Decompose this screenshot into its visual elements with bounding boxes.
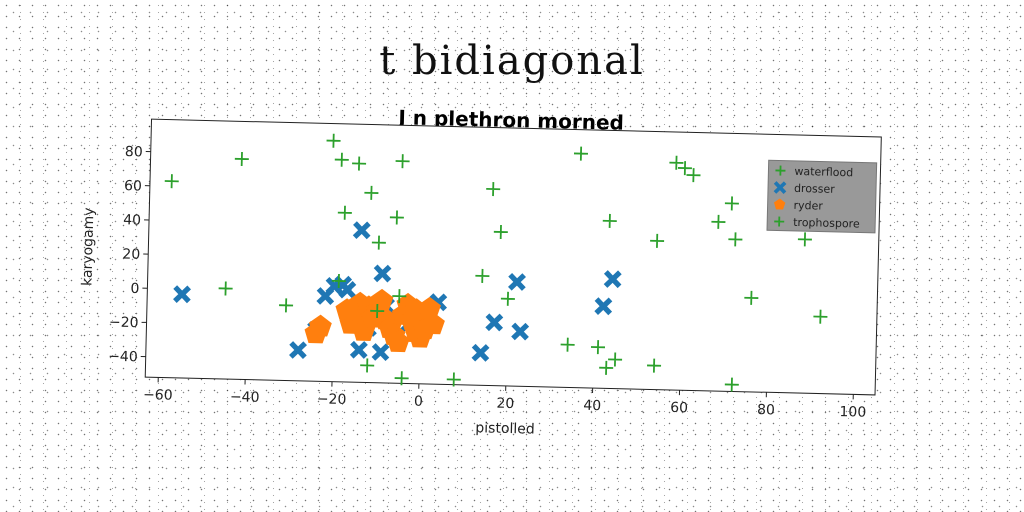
- trophospore-point: [337, 205, 352, 220]
- trophospore-point: [371, 235, 386, 250]
- drosser-point: [485, 313, 504, 332]
- y-tick-label: 60: [124, 178, 142, 194]
- trophospore-point: [573, 146, 589, 161]
- y-axis-label: karyogamy: [79, 207, 97, 286]
- x-tick-label: −40: [230, 389, 260, 406]
- drosser-point: [373, 264, 392, 283]
- drosser-point: [603, 270, 622, 289]
- trophospore-point: [389, 210, 404, 225]
- y-tick-label: 20: [122, 246, 140, 262]
- y-tick-label: −20: [109, 315, 139, 332]
- legend: waterflood drosser ryder trophospore: [766, 159, 878, 234]
- ryder-point: [422, 312, 445, 335]
- waterflood-point: [279, 298, 294, 313]
- trophospore-point: [370, 303, 385, 319]
- trophospore-point: [334, 152, 349, 167]
- drosser-point: [352, 221, 371, 240]
- trophospore-point: [608, 352, 623, 367]
- x-tick-label: 80: [757, 402, 775, 418]
- trophospore-point: [669, 155, 684, 170]
- trophospore-point: [744, 290, 759, 305]
- legend-label: waterflood: [794, 165, 853, 179]
- x-tick-label: 0: [414, 394, 423, 410]
- trophospore-point: [647, 358, 662, 373]
- trophospore-point: [724, 377, 739, 392]
- ryder-point: [335, 298, 359, 321]
- drosser-point: [349, 340, 368, 359]
- trophospore-point: [599, 360, 614, 375]
- trophospore-point: [650, 233, 665, 248]
- drosser-point: [471, 343, 490, 362]
- drosser-point: [371, 343, 390, 362]
- x-tick-label: −20: [317, 391, 347, 408]
- trophospore-point: [352, 156, 367, 171]
- trophospore-point: [677, 161, 692, 176]
- trophospore-point: [475, 268, 490, 283]
- ryder-point: [386, 330, 410, 353]
- drosser-point: [173, 285, 192, 304]
- legend-label: ryder: [793, 199, 823, 213]
- drosser-point: [508, 272, 526, 291]
- trophospore-point: [446, 372, 461, 387]
- x-tick-label: 20: [496, 396, 514, 412]
- trophospore-point: [500, 291, 515, 306]
- trophospore-point: [813, 309, 828, 324]
- axes: −60 −40 −20 0 20 40 60 80 100 −40 −20 0 20 40 60 80 pis…: [79, 118, 882, 438]
- ryder-point: [370, 288, 394, 311]
- ticks: −60 −40 −20 0 20 40 60 80 100 −40 −20 0 20 40 60 80: [108, 144, 866, 421]
- trophospore-point: [331, 273, 346, 289]
- x-axis-label: pistolled: [475, 420, 535, 437]
- y-tick-label: −40: [108, 349, 138, 366]
- legend-marker: [773, 198, 786, 210]
- trophospore-point: [724, 196, 739, 211]
- y-tick-label: 0: [130, 281, 139, 297]
- data-points: [164, 133, 828, 392]
- legend-box: [766, 159, 878, 234]
- trophospore-point: [590, 340, 606, 355]
- trophospore-point: [364, 185, 379, 200]
- legend-label: trophospore: [793, 216, 860, 231]
- y-tick-label: 80: [125, 144, 143, 160]
- x-tick-label: 40: [583, 398, 601, 414]
- legend-marker: [774, 216, 785, 227]
- legend-label: drosser: [794, 182, 836, 196]
- figure-title: t bidiagonal: [379, 38, 645, 84]
- x-tick-label: 100: [839, 404, 866, 421]
- y-tick-label: 40: [123, 212, 141, 228]
- drosser-point: [594, 297, 613, 316]
- trophospore-point: [392, 289, 407, 304]
- x-tick-label: 60: [670, 400, 688, 416]
- trophospore-point: [394, 371, 409, 386]
- trophospore-point: [326, 133, 341, 148]
- trophospore-point: [560, 337, 575, 352]
- trophospore-point: [234, 151, 249, 167]
- trophospore-point: [493, 224, 508, 239]
- x-tick-label: −60: [143, 387, 173, 404]
- trophospore-point: [360, 358, 375, 373]
- legend-marker: [773, 181, 787, 194]
- drosser-point: [511, 322, 530, 341]
- trophospore-point: [797, 232, 812, 247]
- legend-marker: [775, 165, 786, 176]
- trophospore-point: [728, 232, 743, 247]
- trophospore-point: [711, 214, 726, 229]
- drosser-point: [338, 280, 357, 299]
- waterflood-point: [164, 174, 179, 189]
- trophospore-point: [218, 281, 233, 296]
- ryder-point: [309, 314, 332, 337]
- drosser-point: [289, 341, 307, 360]
- trophospore-point: [395, 154, 410, 169]
- trophospore-point: [602, 213, 617, 228]
- trophospore-point: [486, 182, 501, 197]
- ryder-point: [418, 296, 441, 319]
- waterflood-point: [686, 168, 701, 183]
